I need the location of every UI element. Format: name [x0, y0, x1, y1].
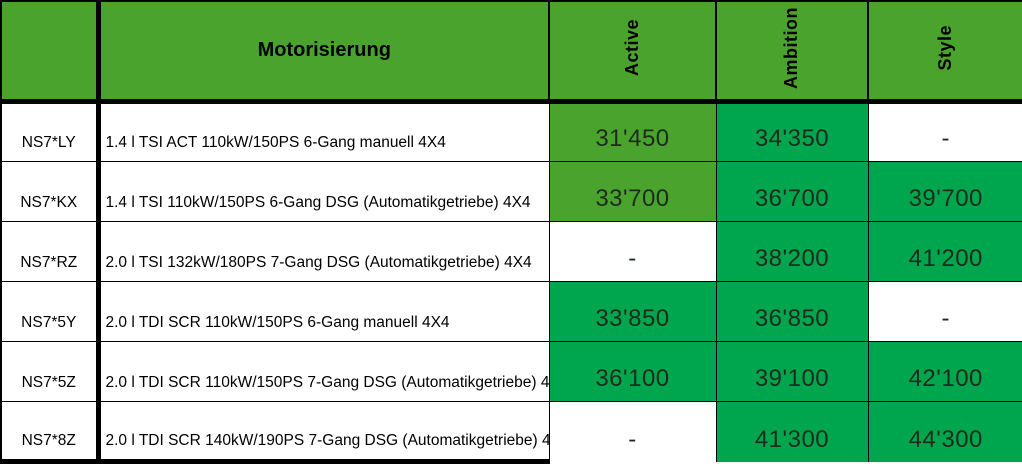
price-cell-ambition: 36'700 — [716, 161, 869, 222]
trim-header-active-label: Active — [621, 19, 642, 77]
price-cell-style: 44'300 — [868, 401, 1022, 462]
model-code-cell: NS7*5Y — [0, 281, 101, 342]
price-cell-ambition: 38'200 — [716, 221, 869, 282]
price-cell-ambition: 41'300 — [716, 401, 869, 462]
price-cell-ambition: 36'850 — [716, 281, 869, 342]
engine-cell: 1.4 l TSI ACT 110kW/150PS 6-Gang manuell… — [98, 101, 550, 162]
trim-header-ambition: Ambition — [716, 1, 869, 104]
engine-cell: 2.0 l TDI SCR 110kW/150PS 7-Gang DSG (Au… — [98, 341, 550, 402]
model-code-cell: NS7*8Z — [0, 401, 101, 464]
price-cell-style: - — [868, 101, 1022, 162]
table-row: NS7*5Y 2.0 l TDI SCR 110kW/150PS 6-Gang … — [0, 281, 1022, 342]
price-cell-style: 42'100 — [868, 341, 1022, 402]
table-row: NS7*LY 1.4 l TSI ACT 110kW/150PS 6-Gang … — [0, 101, 1022, 162]
engine-cell: 2.0 l TDI SCR 140kW/190PS 7-Gang DSG (Au… — [98, 401, 550, 464]
model-code-cell: NS7*LY — [0, 101, 101, 162]
table-row: NS7*8Z 2.0 l TDI SCR 140kW/190PS 7-Gang … — [0, 401, 1022, 464]
table-row: NS7*RZ 2.0 l TSI 132kW/180PS 7-Gang DSG … — [0, 221, 1022, 282]
motorisierung-header: Motorisierung — [98, 1, 550, 104]
model-code-cell: NS7*5Z — [0, 341, 101, 402]
price-cell-style: 39'700 — [868, 161, 1022, 222]
table-header-row: Motorisierung Active Ambition Style — [0, 1, 1022, 104]
price-cell-active: - — [549, 401, 717, 462]
trim-header-style-label: Style — [935, 25, 956, 71]
price-cell-ambition: 34'350 — [716, 101, 869, 162]
price-cell-style: 41'200 — [868, 221, 1022, 282]
engine-cell: 2.0 l TSI 132kW/180PS 7-Gang DSG (Automa… — [98, 221, 550, 282]
model-code-cell: NS7*RZ — [0, 221, 101, 282]
price-cell-active: - — [549, 221, 717, 282]
price-cell-active: 33'850 — [549, 281, 717, 342]
trim-header-ambition-label: Ambition — [781, 6, 802, 89]
price-cell-style: - — [868, 281, 1022, 342]
table-row: NS7*5Z 2.0 l TDI SCR 110kW/150PS 7-Gang … — [0, 341, 1022, 402]
model-code-cell: NS7*KX — [0, 161, 101, 222]
engine-cell: 1.4 l TSI 110kW/150PS 6-Gang DSG (Automa… — [98, 161, 550, 222]
table-row: NS7*KX 1.4 l TSI 110kW/150PS 6-Gang DSG … — [0, 161, 1022, 222]
price-cell-ambition: 39'100 — [716, 341, 869, 402]
price-cell-active: 31'450 — [549, 101, 717, 162]
price-cell-active: 36'100 — [549, 341, 717, 402]
corner-header-cell — [0, 1, 101, 104]
price-cell-active: 33'700 — [549, 161, 717, 222]
trim-header-style: Style — [868, 1, 1022, 104]
trim-header-active: Active — [549, 1, 717, 104]
engine-cell: 2.0 l TDI SCR 110kW/150PS 6-Gang manuell… — [98, 281, 550, 342]
